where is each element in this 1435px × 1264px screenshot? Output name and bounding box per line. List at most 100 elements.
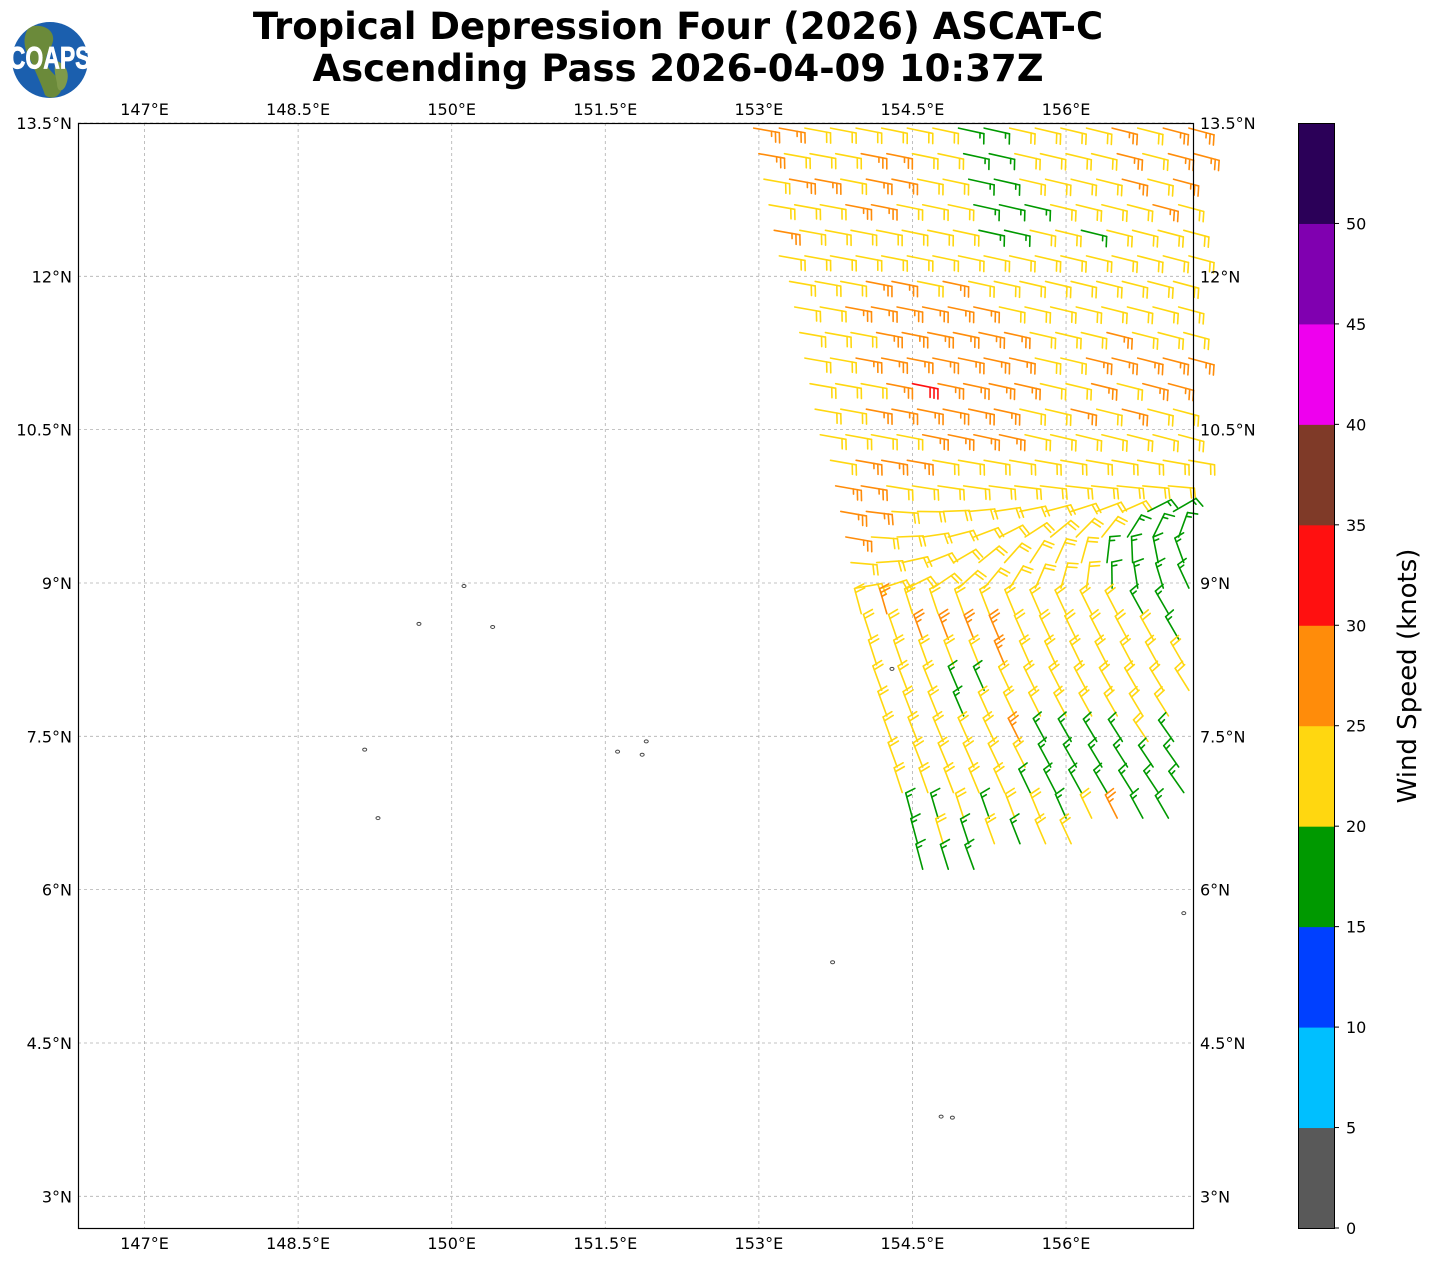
wind-barb xyxy=(1014,152,1041,171)
barb-full-tick xyxy=(1061,487,1064,500)
wind-barb xyxy=(1136,255,1164,274)
wind-barb xyxy=(1070,280,1098,299)
barb-full-tick xyxy=(1195,497,1204,507)
barb-full-tick xyxy=(1152,234,1155,247)
barb-full-tick xyxy=(1171,287,1174,300)
barb-full-tick xyxy=(1009,714,1019,723)
barb-full-tick xyxy=(1091,488,1094,500)
barb-full-tick xyxy=(1123,660,1134,669)
wind-barb xyxy=(1104,583,1119,615)
barb-full-tick xyxy=(913,512,917,524)
barb-full-tick xyxy=(939,838,951,846)
barb-full-tick xyxy=(1143,762,1152,772)
wind-barb xyxy=(1167,382,1195,402)
wind-barb xyxy=(1128,685,1144,717)
lon-tick-label-bottom: 148.5°E xyxy=(266,1234,330,1253)
colorbar-tick-label: 5 xyxy=(1346,1119,1356,1138)
barb-full-tick xyxy=(943,762,954,770)
barb-half-tick xyxy=(966,618,973,624)
wind-barb xyxy=(834,382,863,400)
lat-tick-label-left: 6°N xyxy=(42,881,72,900)
wind-barb xyxy=(932,572,963,589)
wind-barb xyxy=(939,838,951,871)
barb-full-tick xyxy=(1065,488,1068,500)
wind-barb xyxy=(1039,152,1067,171)
wind-barb xyxy=(973,306,1001,324)
barb-half-tick xyxy=(1044,769,1051,774)
wind-barb xyxy=(937,382,965,400)
wind-barbs xyxy=(752,127,1220,871)
wind-barb xyxy=(1121,408,1149,427)
barb-full-tick xyxy=(1198,311,1201,324)
wind-barb xyxy=(886,382,914,400)
wind-barb xyxy=(1090,485,1120,500)
barb-full-tick xyxy=(1178,235,1181,247)
wind-barb xyxy=(1143,762,1159,794)
barb-full-tick xyxy=(964,838,975,846)
barb-full-tick xyxy=(1157,362,1160,375)
barb-full-tick xyxy=(862,608,874,616)
barb-full-tick xyxy=(854,587,866,594)
barb-full-tick xyxy=(1139,609,1150,618)
barb-half-tick xyxy=(1130,538,1138,542)
barb-full-tick xyxy=(1141,389,1144,402)
wind-barb xyxy=(809,382,837,400)
barb-full-tick xyxy=(1088,564,1101,568)
barb-full-tick xyxy=(989,740,1000,748)
wind-barb xyxy=(1152,306,1180,325)
barb-full-tick xyxy=(1212,134,1215,146)
barb-full-tick xyxy=(1103,685,1113,695)
barb-full-tick xyxy=(1035,487,1039,500)
barb-full-tick xyxy=(1193,487,1197,500)
wind-barb xyxy=(1024,306,1052,324)
wind-barb xyxy=(913,608,925,641)
barb-full-tick xyxy=(1094,634,1104,643)
wind-barb xyxy=(1082,711,1098,743)
wind-barb xyxy=(1054,787,1067,819)
wind-barb xyxy=(977,685,991,717)
wind-barb xyxy=(788,178,817,195)
barb-full-tick xyxy=(893,762,904,769)
wind-barb xyxy=(1172,408,1200,427)
barb-full-tick xyxy=(1116,487,1120,500)
wind-barb xyxy=(862,608,875,641)
barb-full-tick xyxy=(943,634,954,642)
barb-full-tick xyxy=(1208,260,1211,273)
barb-full-tick xyxy=(1087,737,1097,746)
wind-barb xyxy=(1177,306,1205,325)
barb-full-tick xyxy=(1057,711,1067,720)
barb-full-tick xyxy=(936,816,947,824)
barb-full-tick xyxy=(1107,711,1117,721)
wind-barb xyxy=(978,229,1006,247)
wind-barb xyxy=(891,408,919,426)
wind-barb xyxy=(1126,514,1152,538)
wind-barb xyxy=(921,203,949,222)
wind-barb xyxy=(887,608,900,641)
lat-tick-label-left: 3°N xyxy=(42,1187,72,1206)
barb-full-tick xyxy=(986,816,997,824)
barb-full-tick xyxy=(1181,236,1185,248)
barb-full-tick xyxy=(1141,612,1151,621)
wind-barb xyxy=(927,331,955,349)
wind-barb xyxy=(972,659,985,692)
wind-barb xyxy=(1121,178,1149,197)
wind-barb xyxy=(839,178,868,196)
barb-full-tick xyxy=(872,659,883,667)
wind-barb xyxy=(880,255,909,272)
wind-barb xyxy=(1101,433,1128,453)
wind-barb xyxy=(1154,583,1170,615)
wind-barb xyxy=(915,838,926,871)
wind-barb xyxy=(1029,331,1057,350)
barb-full-tick xyxy=(999,663,1010,672)
barb-full-tick xyxy=(964,509,969,522)
barb-full-tick xyxy=(1081,791,1092,800)
wind-barb xyxy=(870,306,898,323)
barb-full-tick xyxy=(1005,586,1016,595)
wind-barb xyxy=(1152,203,1180,223)
barb-full-tick xyxy=(896,537,900,550)
barb-full-tick xyxy=(1117,515,1128,523)
wind-barb xyxy=(1004,787,1017,819)
wind-barb xyxy=(886,485,914,502)
wind-barb xyxy=(880,459,909,476)
barb-full-tick xyxy=(919,765,931,773)
